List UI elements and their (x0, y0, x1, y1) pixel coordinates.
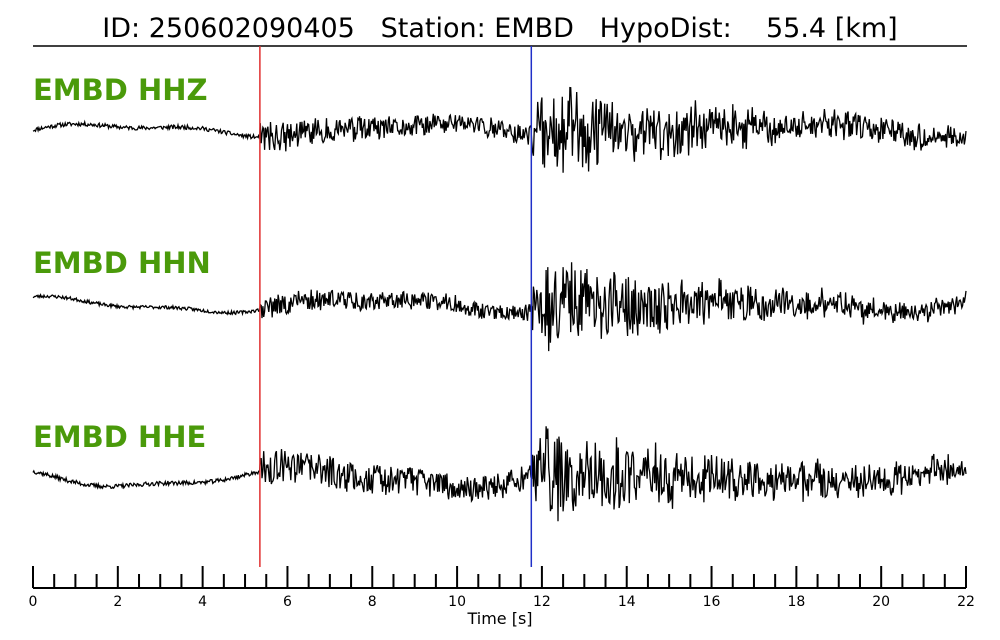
tick-label: 8 (368, 594, 377, 610)
tick-label: 4 (198, 594, 207, 610)
tick-label: 22 (957, 594, 975, 610)
tick-label: 12 (533, 594, 551, 610)
channel-label-2: EMBD HHN (33, 246, 211, 280)
tick-label: 18 (787, 594, 805, 610)
tick-label: 0 (29, 594, 38, 610)
tick-label: 6 (283, 594, 292, 610)
tick-label: 16 (703, 594, 721, 610)
channel-label-1: EMBD HHZ (33, 73, 208, 107)
time-axis: 0 2 4 6 8 10 12 14 16 18 20 22 (29, 566, 975, 610)
tick-label: 14 (618, 594, 636, 610)
traces-group: EMBD HHZ EMBD HHN EMBD HHE (33, 73, 966, 521)
chart-title: ID: 250602090405 Station: EMBD HypoDist:… (102, 13, 897, 44)
tick-label: 2 (113, 594, 122, 610)
tick-label: 20 (872, 594, 890, 610)
x-axis-label: Time [s] (466, 609, 532, 628)
tick-label: 10 (448, 594, 466, 610)
channel-label-3: EMBD HHE (33, 420, 206, 454)
